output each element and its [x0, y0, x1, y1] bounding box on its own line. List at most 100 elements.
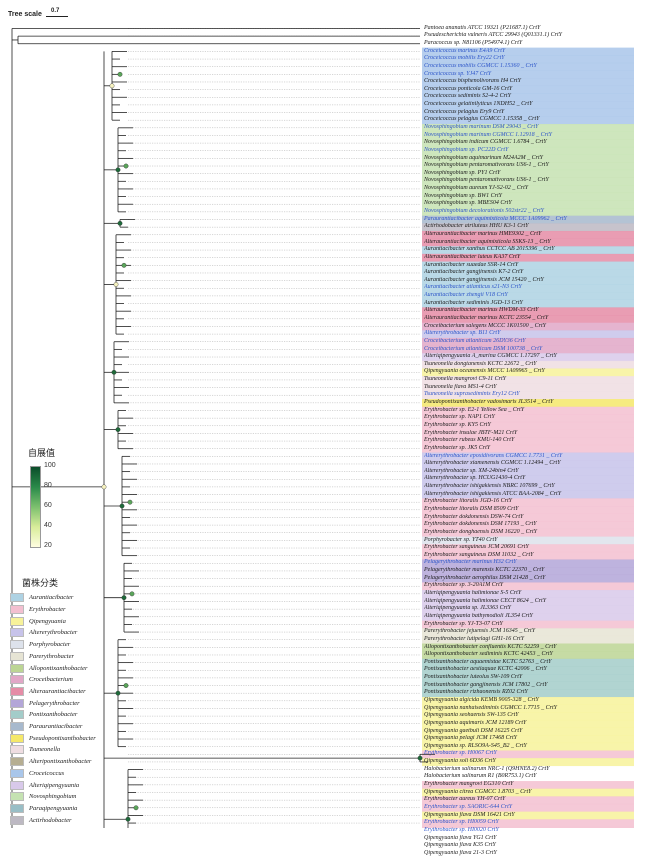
genus-color-band	[422, 200, 634, 209]
genus-color-band	[422, 475, 634, 484]
genus-color-band	[422, 437, 634, 446]
genus-legend-label: Actirhodobacter	[29, 816, 72, 824]
leaf-label: Novosphingobium sp. PY1 CrtY	[424, 169, 501, 176]
genus-color-band	[422, 567, 634, 576]
leaf-label: Qipengyuania aquimaris JCM 12189 CrtY	[424, 719, 527, 726]
leaf-label: Pontixanthobacter aquaemixtae KCTC 52763…	[424, 658, 552, 665]
bootstrap-node	[123, 683, 129, 688]
leaf-label: Qipengyuania seohaensis SW-135 CrtY	[424, 712, 519, 719]
leaf-label: Tsuneonella dongtanensis KCTC 22672 _ Cr…	[424, 360, 537, 367]
leaf-label: Tsuneonella flava MS1-4 CrtY	[424, 383, 497, 390]
leaf-label: Paracoccus sp. N81106 (P54974.1) CrtY	[424, 39, 523, 46]
leaf-label: Pelagerythrobacter marinus H32 CrtY	[424, 559, 517, 566]
genus-swatch	[10, 722, 24, 732]
genus-legend-item: Pontixanthobacter	[10, 709, 77, 721]
genus-color-band	[422, 307, 634, 316]
leaf-label: Aurantiacibacter xanthus CCTCC AB 201539…	[424, 246, 555, 253]
genus-color-band	[422, 299, 634, 308]
genus-color-band	[422, 460, 634, 469]
genus-color-band	[422, 712, 634, 721]
leaf-label: Qipengyuania flava 21-3 CrtY	[424, 849, 497, 856]
leaf-label: Pontixanthobacter aestiaquae KCTC 42006 …	[424, 666, 547, 673]
genus-color-band	[422, 628, 634, 637]
genus-swatch	[10, 803, 24, 813]
genus-color-band	[422, 674, 634, 683]
genus-color-band	[422, 467, 634, 476]
genus-color-band	[422, 192, 634, 201]
genus-color-band	[422, 360, 634, 369]
genus-legend-item: Qipengyuania	[10, 615, 66, 627]
genus-swatch	[10, 792, 24, 802]
leaf-label: Alteriqipengyuania halimionae CECT 8624 …	[424, 597, 547, 604]
genus-swatch	[10, 815, 24, 825]
genus-color-band	[422, 666, 634, 675]
leaf-label: Pseudescherichia vulneris ATCC 29943 (Q0…	[424, 32, 562, 39]
bootstrap-legend-title: 自展值	[28, 448, 56, 458]
genus-color-band	[422, 490, 634, 499]
genus-color-band	[422, 643, 634, 652]
genus-legend-item: Pseudopontixanthobacter	[10, 732, 96, 744]
leaf-label: Novosphingobium indicum CGMCC 1.6784 _ C…	[424, 139, 547, 146]
leaf-label: Alteraurantiacibacter marinus KCTC 23554…	[424, 315, 549, 321]
genus-color-band	[422, 742, 634, 751]
leaf-label: Halobacterium salinarum NRC-1 (Q9HNE8.2)…	[424, 765, 550, 772]
leaf-label: Croceicoccus mobilis Ery22 CrtY	[424, 55, 505, 62]
leaf-label: Erythrobacter sp. SAORIC-644 CrtY	[424, 803, 513, 810]
genus-swatch	[10, 698, 24, 708]
genus-color-band	[422, 292, 634, 301]
leaf-label: Tsuneonella mangrovi C9-11 CrtY	[424, 376, 506, 383]
genus-color-band	[422, 47, 634, 56]
genus-swatch	[10, 663, 24, 673]
leaf-label: Aurantiacibacter gangjinensis K7-2 CrtY	[424, 269, 524, 276]
leaf-label: Aurantiacibacter atlanticus s21-N3 CrtY	[424, 284, 522, 291]
genus-color-band	[422, 513, 634, 522]
leaf-label: Pontixanthobacter gangjinensis JCM 17802…	[424, 681, 548, 688]
genus-color-band	[422, 681, 634, 690]
genus-color-band	[422, 383, 634, 392]
bootstrap-colorbar	[30, 466, 41, 548]
leaf-label: Qipengyuania flava DSM 16421 CrtY	[424, 811, 515, 818]
bootstrap-tick: 100	[44, 462, 56, 469]
genus-color-band	[422, 146, 634, 155]
bootstrap-node	[117, 71, 123, 77]
bootstrap-node	[133, 805, 139, 811]
genus-legend-item: Alteripontixanthobacter	[10, 756, 91, 768]
genus-color-band	[422, 185, 634, 194]
genus-color-band	[422, 597, 634, 606]
genus-color-band	[422, 590, 634, 598]
genus-swatch	[10, 675, 24, 685]
genus-swatch	[10, 640, 24, 650]
genus-color-band	[422, 139, 634, 148]
leaf-label: Croceicoccus pelagius Ery9 CrtY	[424, 108, 505, 115]
genus-color-band	[422, 253, 634, 262]
genus-color-band	[422, 345, 634, 354]
leaf-label: Porphyrobacter sp. YT40 CrtY	[424, 536, 498, 543]
leaf-label: Aurantiacibacter zhengii V18 CrtY	[424, 292, 508, 299]
leaf-label: Novosphingobium sp. MBES04 CrtY	[424, 200, 512, 207]
genus-legend-label: Aurantiacibacter	[29, 594, 74, 602]
genus-color-band	[422, 261, 634, 270]
leaf-label: Erythrobacter dokdonensis DSM 17193 _ Cr…	[424, 521, 537, 528]
genus-legend-item: Erythrobacter	[10, 604, 66, 616]
genus-color-band	[422, 414, 634, 423]
leaf-label: Qipengyuania sp. RLSO9A-S45_B2 _ CrtY	[424, 742, 527, 749]
bootstrap-node	[119, 503, 125, 509]
leaf-label: Alteriqipengyuania A_marina CGMCC 1.1729…	[424, 353, 557, 360]
bootstrap-node	[109, 83, 115, 89]
genus-legend-item: Tsuneonella	[10, 744, 60, 756]
leaf-label: Altererythrobacter xiamenensis CGMCC 1.1…	[424, 460, 561, 467]
leaf-label: Qipengyuania citrea CGMCC 1.8703 _ CrtY	[424, 788, 532, 795]
genus-color-band	[422, 406, 634, 415]
bootstrap-node	[115, 427, 121, 432]
leaf-label: Allopontixanthobacter sediminis KCTC 424…	[424, 651, 553, 658]
genus-color-band	[422, 284, 634, 293]
leaf-label: Qipengyuania soli 6D36 CrtY	[424, 758, 496, 765]
phylogenetic-tree	[11, 28, 634, 828]
genus-legend-label: Alteripontixanthobacter	[29, 758, 92, 766]
leaf-label: Qipengyuania gaetbuli DSM 16225 CrtY	[424, 727, 523, 734]
genus-legend-item: Novosphingobium	[10, 791, 76, 803]
genus-color-band	[422, 750, 634, 759]
genus-color-band	[422, 421, 634, 430]
genus-legend-item: Porphyrobacter	[10, 639, 70, 651]
genus-color-band	[422, 727, 634, 736]
